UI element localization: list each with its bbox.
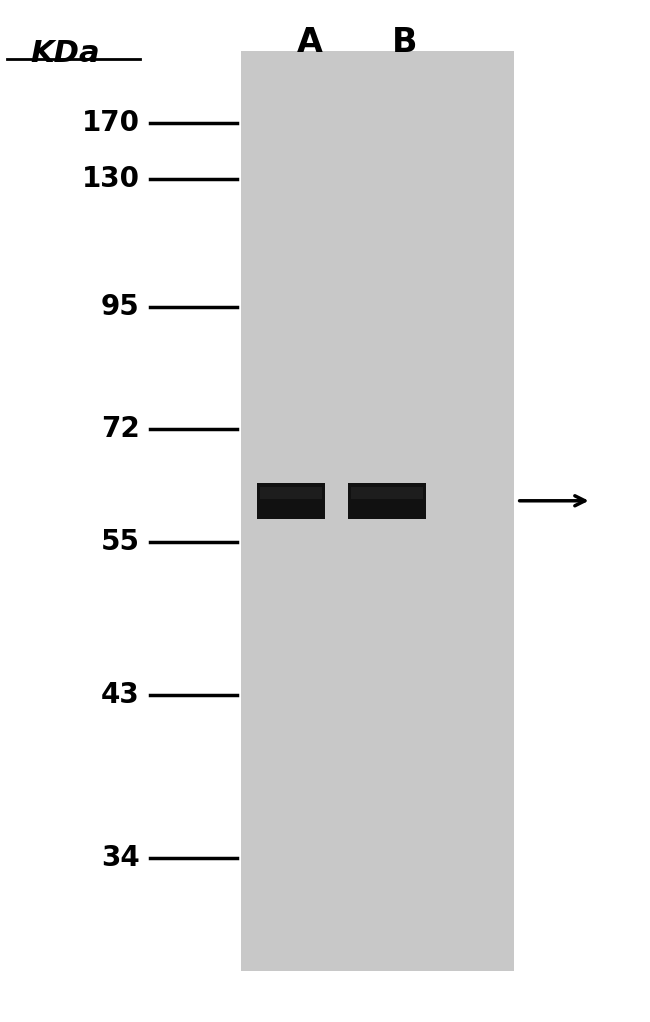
Text: A: A (297, 26, 323, 58)
Text: 130: 130 (82, 165, 140, 193)
Text: B: B (392, 26, 418, 58)
Bar (240, 51, 514, 971)
Text: 95: 95 (101, 292, 140, 321)
Bar (260, 486, 322, 499)
Text: 34: 34 (101, 844, 140, 873)
Text: 72: 72 (101, 415, 140, 444)
Bar (348, 483, 426, 519)
Text: 55: 55 (101, 527, 140, 556)
Bar (351, 486, 422, 499)
Bar (257, 483, 325, 519)
Text: KDa: KDa (30, 39, 100, 67)
Text: 43: 43 (101, 681, 140, 709)
Text: 170: 170 (82, 108, 140, 137)
